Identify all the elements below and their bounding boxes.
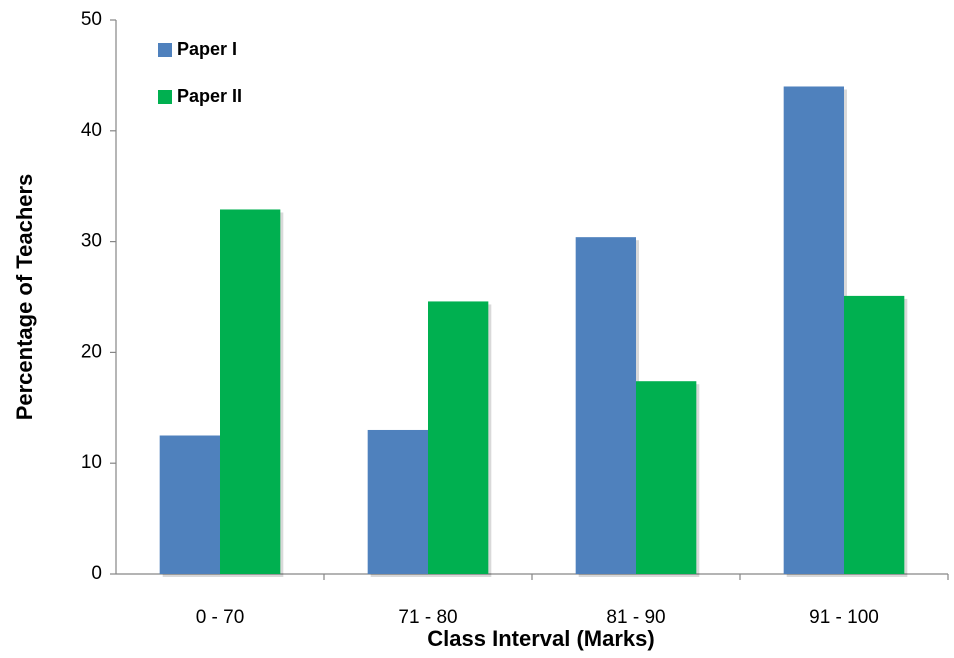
y-tick-label: 10 (81, 452, 102, 473)
legend-label: Paper II (177, 86, 242, 106)
bar (783, 86, 844, 574)
y-tick-label: 40 (81, 120, 102, 141)
bar (844, 295, 905, 574)
x-tick-label: 81 - 90 (606, 607, 665, 628)
x-tick-label: 91 - 100 (809, 607, 879, 628)
bar (367, 429, 428, 574)
y-tick-label: 0 (91, 563, 102, 584)
bar (428, 301, 489, 574)
y-axis-title: Percentage of Teachers (12, 174, 37, 421)
bar (159, 435, 220, 574)
bar (220, 209, 281, 574)
x-tick-label: 71 - 80 (398, 607, 457, 628)
y-tick-label: 50 (81, 9, 102, 30)
legend-swatch (158, 43, 172, 57)
bar (575, 237, 636, 574)
x-tick-label: 0 - 70 (196, 607, 245, 628)
y-tick-label: 30 (81, 231, 102, 252)
bar (636, 381, 697, 574)
y-tick-label: 20 (81, 341, 102, 362)
x-axis-title: Class Interval (Marks) (427, 626, 654, 651)
legend-label: Paper I (177, 39, 237, 59)
legend-swatch (158, 90, 172, 104)
